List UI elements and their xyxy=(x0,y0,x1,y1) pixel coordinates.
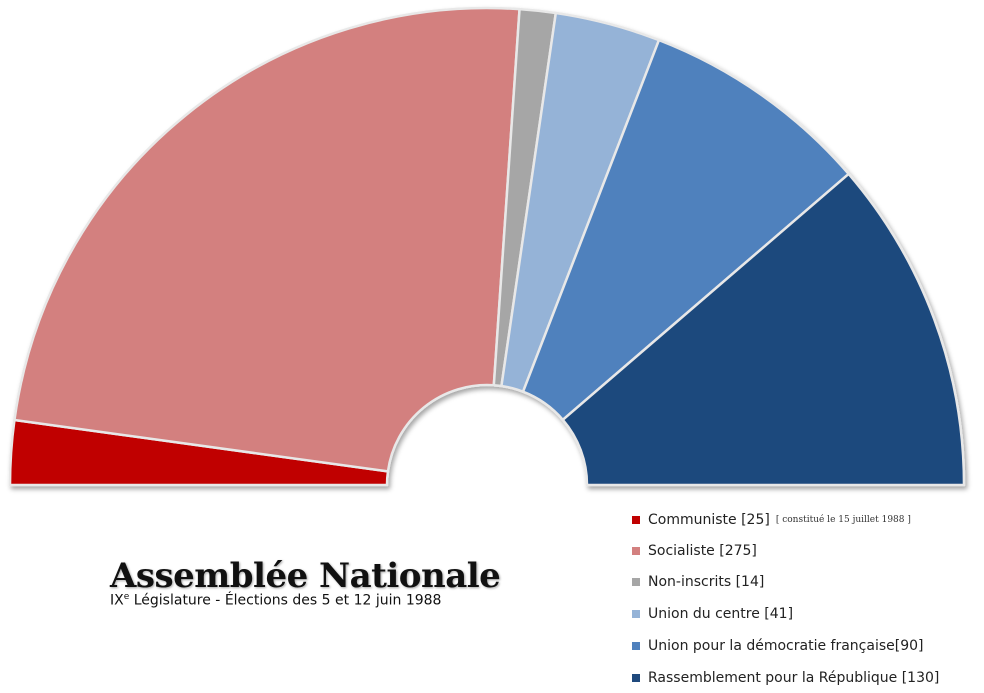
slice-union-pour-la-d-mocratie-fran-aise xyxy=(521,38,850,422)
subtitle-prefix: IX xyxy=(110,592,124,609)
legend-item-non-inscrits: Non-inscrits [14] xyxy=(632,572,764,592)
legend-swatch xyxy=(632,578,640,586)
slice-rassemblement-pour-la-r-publique xyxy=(561,172,966,487)
legend-label: Union pour la démocratie française[90] xyxy=(648,638,924,654)
legend-swatch xyxy=(632,642,640,650)
legend-item-union-du-centre: Union du centre [41] xyxy=(632,604,793,624)
legend-label: Rassemblement pour la République [130] xyxy=(648,670,940,686)
legend-item-udf: Union pour la démocratie française[90] xyxy=(632,636,923,656)
subtitle-rest: Législature - Élections des 5 et 12 juin… xyxy=(129,592,442,609)
legend-label: Communiste [25] xyxy=(648,512,770,528)
subtitle-sup: e xyxy=(123,592,130,602)
slice-socialiste xyxy=(13,6,521,473)
legend-note: [ constitué le 15 juillet 1988 ] xyxy=(775,515,911,525)
legend-item-socialiste: Socialiste [275] xyxy=(632,541,757,561)
legend-item-rpr: Rassemblement pour la République [130] xyxy=(632,668,939,688)
chart-subtitle: IXe Législature - Élections des 5 et 12 … xyxy=(110,592,441,609)
legend-label: Non-inscrits [14] xyxy=(648,574,765,590)
legend-item-communiste: Communiste [25] [ constitué le 15 juille… xyxy=(632,510,911,530)
legend-label: Union du centre [41] xyxy=(648,606,794,622)
legend-label: Socialiste [275] xyxy=(648,543,757,559)
chart-title: Assemblée Nationale xyxy=(110,556,501,596)
chart-slices xyxy=(8,6,966,487)
legend-swatch xyxy=(632,674,640,682)
legend-swatch xyxy=(632,547,640,555)
legend-swatch xyxy=(632,516,640,524)
legend-swatch xyxy=(632,610,640,618)
